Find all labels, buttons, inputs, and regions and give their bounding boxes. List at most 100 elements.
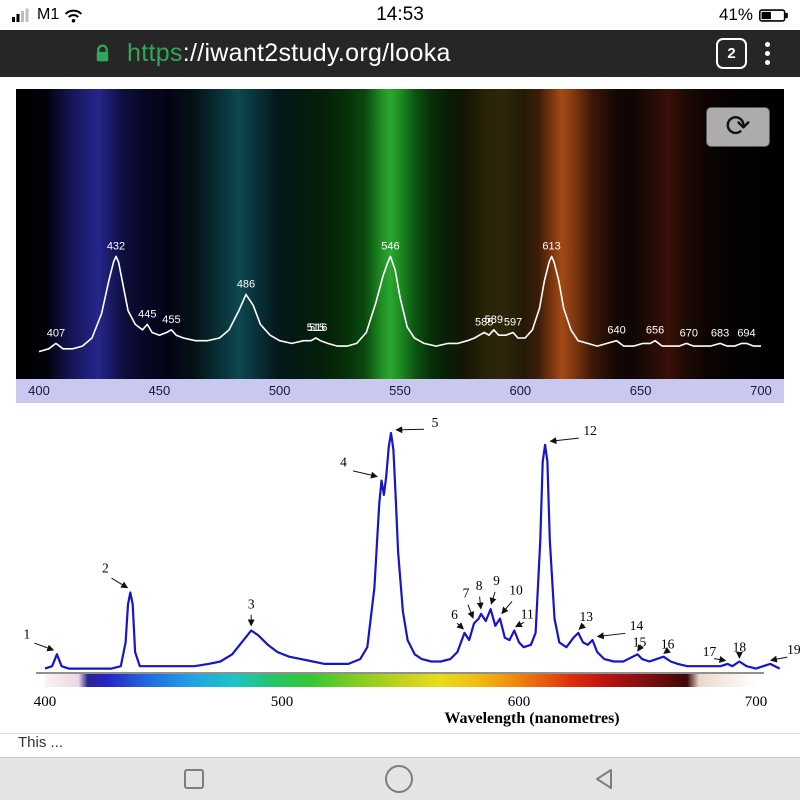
spectrum-analyzer-chart: 407 432 445 455 486 515 516 546 585 589 597 613 640 6… <box>16 89 784 379</box>
peak-label: 445 <box>138 308 156 320</box>
axis-tick-label: 500 <box>268 383 291 398</box>
annotation-arrow <box>769 655 788 663</box>
peak-number-label: 7 <box>463 585 470 600</box>
axis-tick-label: 450 <box>148 383 171 398</box>
home-button[interactable] <box>383 763 415 795</box>
rainbow-bar <box>45 674 756 687</box>
annotation-arrow <box>352 470 378 479</box>
peak-label: 656 <box>646 325 664 337</box>
peak-number-label: 2 <box>102 560 109 575</box>
wavelength-axis: 400 450 500 550 600 650 700 <box>16 379 784 403</box>
reset-view-button[interactable]: ⟳ <box>706 107 770 147</box>
signal-icon <box>12 8 29 22</box>
axis-tick-label: 500 <box>271 694 294 710</box>
axis-tick-label: 650 <box>629 383 652 398</box>
peak-label: 683 <box>711 327 729 339</box>
secure-lock-icon <box>96 44 109 62</box>
reload-icon: ⟳ <box>725 110 751 143</box>
status-right-group: 41% <box>719 5 788 25</box>
carrier-label: M1 <box>37 6 60 23</box>
android-nav-bar <box>0 757 800 800</box>
fluorescent-curve <box>44 431 781 670</box>
status-bar: M1 14:53 41% <box>0 0 800 30</box>
peak-label: 407 <box>47 327 65 339</box>
spectrum-background <box>16 89 784 379</box>
annotation-arrow <box>111 577 129 589</box>
peak-number-label: 3 <box>248 597 255 612</box>
axis-tick-label: 600 <box>508 694 531 710</box>
overflow-menu-icon[interactable] <box>761 38 774 69</box>
fluorescent-spectrum-chart: 400 500 600 700 Wavelength (nanometres) 1 2 3 4 5… <box>0 415 800 727</box>
annotation-arrow <box>395 426 425 434</box>
peak-number-label: 16 <box>661 637 675 652</box>
axis-tick-label: 400 <box>28 383 50 398</box>
peak-label: 585 <box>475 317 493 329</box>
peak-number-label: 5 <box>432 415 439 430</box>
recents-square-icon <box>184 769 204 789</box>
recents-button[interactable] <box>182 767 206 791</box>
annotation-arrow <box>663 646 671 654</box>
peak-label: 515 <box>307 322 325 334</box>
spacer <box>0 77 800 89</box>
peak-number-label: 19 <box>787 642 800 657</box>
annotation-arrow <box>637 644 644 652</box>
home-circle-icon <box>385 765 413 793</box>
peak-number-label: 6 <box>451 607 458 622</box>
annotation-arrow <box>476 596 484 610</box>
peak-number-label: 13 <box>580 609 594 624</box>
axis-tick-label: 700 <box>750 383 772 398</box>
truncated-caption: This ... <box>0 733 800 747</box>
peak-number-label: 17 <box>703 644 717 659</box>
url-text[interactable]: https://iwant2study.org/looka <box>127 39 702 68</box>
browser-address-bar[interactable]: https://iwant2study.org/looka 2 <box>0 30 800 77</box>
annotation-arrow <box>713 656 727 663</box>
peak-number-label: 12 <box>583 423 597 438</box>
peak-number-label: 15 <box>633 634 647 649</box>
back-button[interactable] <box>592 766 618 792</box>
peak-label: 640 <box>607 325 625 337</box>
annotation-arrow <box>596 632 626 640</box>
axis-tick-label: 400 <box>34 694 57 710</box>
peak-number-label: 11 <box>521 607 534 622</box>
peak-label: 516 <box>309 322 327 334</box>
peak-label: 546 <box>381 240 399 252</box>
peak-label: 597 <box>504 317 522 329</box>
peak-label: 670 <box>680 327 698 339</box>
axis-tick-label: 700 <box>745 694 768 710</box>
back-triangle-icon <box>596 769 612 789</box>
peak-label: 694 <box>737 327 755 339</box>
axis-tick-label: 550 <box>389 383 411 398</box>
peak-number-label: 9 <box>493 573 500 588</box>
annotation-arrow <box>467 604 475 619</box>
peak-number-label: 14 <box>630 618 644 633</box>
annotation-arrow <box>489 591 497 605</box>
annotation-arrow <box>501 601 513 615</box>
status-left-group: M1 <box>12 6 83 24</box>
annotation-arrow <box>456 622 465 630</box>
peak-number-label: 18 <box>733 639 747 654</box>
peak-label: 486 <box>237 278 255 290</box>
x-axis-label: Wavelength (nanometres) <box>444 710 619 727</box>
url-rest: ://iwant2study.org/looka <box>182 39 451 67</box>
annotation-arrow <box>549 437 579 445</box>
annotation-arrow <box>578 622 587 630</box>
peak-label: 613 <box>542 240 560 252</box>
axis-tick-label: 600 <box>509 383 532 398</box>
annotation-arrow <box>514 620 525 628</box>
clock: 14:53 <box>376 4 424 25</box>
peak-label: 589 <box>485 314 503 326</box>
wifi-icon <box>65 9 83 23</box>
annotation-arrow <box>34 642 55 652</box>
peak-number-label: 10 <box>509 583 523 598</box>
spectrum-curve <box>38 255 761 353</box>
peak-label: 432 <box>107 240 125 252</box>
tab-counter-button[interactable]: 2 <box>716 38 747 69</box>
peak-number-label: 8 <box>476 578 483 593</box>
battery-percent-label: 41% <box>718 5 753 24</box>
peak-label: 455 <box>162 314 180 326</box>
battery-icon <box>759 8 788 22</box>
peak-number-label: 1 <box>23 626 30 641</box>
